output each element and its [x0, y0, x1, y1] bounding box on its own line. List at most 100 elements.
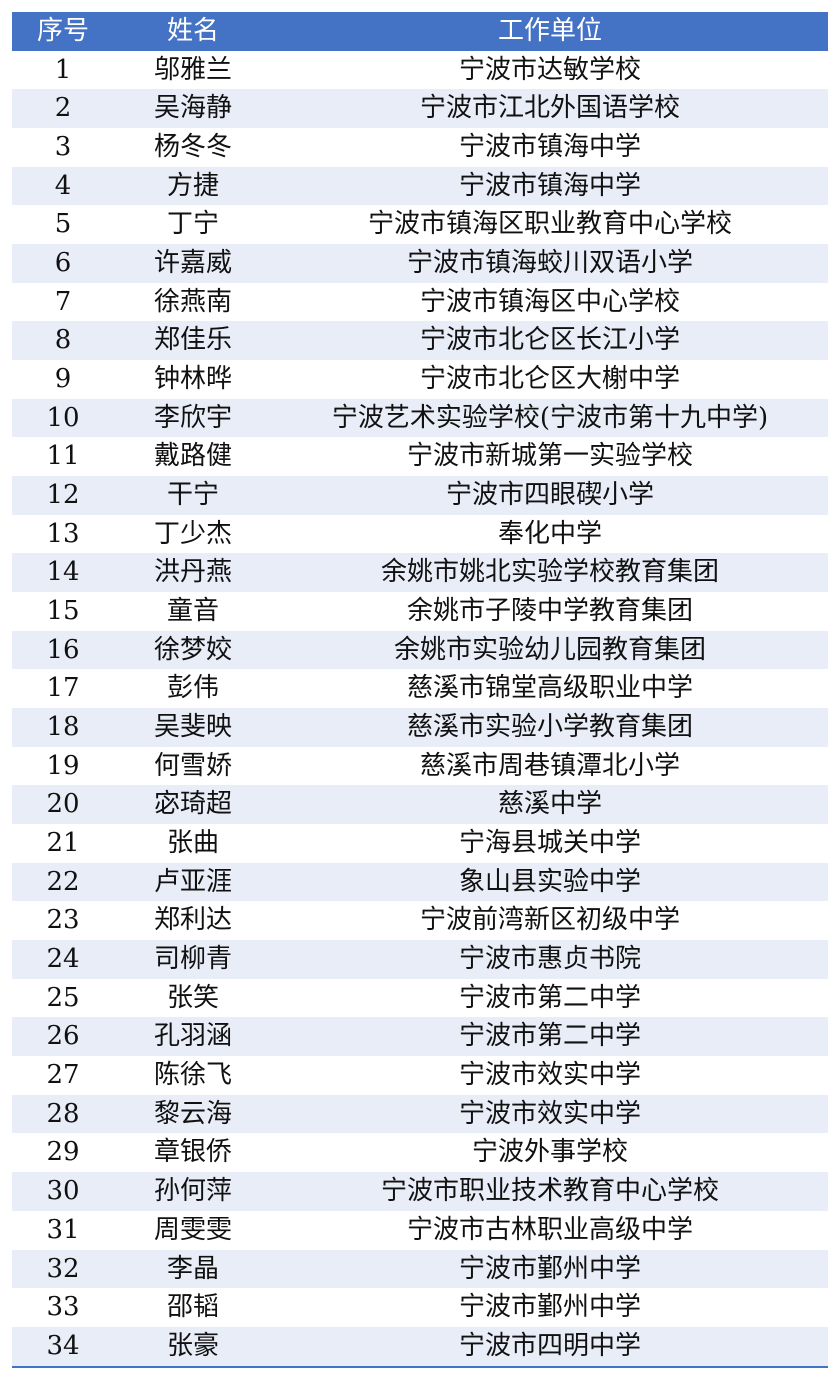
cell-unit: 宁波市四眼碶小学: [445, 480, 654, 511]
cell-no: 11: [46, 441, 80, 472]
cell-no: 32: [46, 1253, 80, 1284]
table-row: 31 周雯雯 宁波市古林职业高级中学: [12, 1211, 828, 1250]
table-row: 14 洪丹燕 余姚市姚北实验学校教育集团: [12, 553, 828, 593]
cell-unit: 宁波市北仑区长江小学: [419, 325, 680, 356]
cell-no: 25: [46, 982, 80, 1013]
cell-name: 彭伟: [166, 673, 219, 704]
cell-unit: 慈溪中学: [497, 789, 602, 820]
cell-no: 8: [54, 325, 72, 356]
cell-no: 15: [46, 596, 80, 627]
table-row: 26 孔羽涵 宁波市第二中学: [12, 1017, 828, 1057]
cell-no: 24: [46, 944, 80, 975]
cell-name: 干宁: [166, 480, 219, 511]
cell-name: 张笑: [166, 982, 219, 1013]
cell-unit: 宁波市镇海中学: [458, 170, 641, 201]
cell-no: 18: [46, 712, 80, 743]
cell-name: 孙何萍: [153, 1176, 232, 1207]
cell-no: 2: [54, 93, 72, 124]
cell-name: 吴斐映: [153, 712, 232, 743]
table-row: 15 童音 余姚市子陵中学教育集团: [12, 592, 828, 631]
table-row: 16 徐梦姣 余姚市实验幼儿园教育集团: [12, 630, 828, 670]
cell-name: 周雯雯: [153, 1214, 232, 1245]
cell-name: 郑佳乐: [153, 325, 232, 356]
cell-unit: 宁波市四明中学: [458, 1330, 641, 1361]
cell-name: 李欣宇: [153, 402, 232, 433]
cell-name: 戴路健: [153, 441, 232, 472]
cell-no: 12: [46, 480, 80, 511]
cell-no: 16: [46, 634, 80, 665]
cell-unit: 宁波市新城第一实验学校: [406, 441, 693, 472]
table-row: 29 章银侨 宁波外事学校: [12, 1133, 828, 1172]
table-row: 9 钟林晔 宁波市北仑区大榭中学: [12, 360, 828, 399]
cell-no: 10: [46, 402, 80, 433]
header-no: 序号: [36, 16, 89, 46]
cell-unit: 宁波市镇海中学: [458, 132, 641, 163]
cell-name: 宓琦超: [153, 789, 232, 820]
cell-name: 郑利达: [153, 905, 232, 936]
header-name: 姓名: [166, 16, 219, 46]
table-row: 21 张曲 宁海县城关中学: [12, 824, 828, 863]
cell-no: 4: [54, 170, 72, 201]
cell-name: 章银侨: [153, 1137, 232, 1168]
cell-unit: 宁波市镇海区职业教育中心学校: [367, 209, 732, 240]
cell-no: 5: [54, 209, 72, 240]
table-row: 22 卢亚涯 象山县实验中学: [12, 862, 828, 902]
cell-no: 7: [54, 286, 72, 317]
table-row: 13 丁少杰 奉化中学: [12, 515, 828, 554]
table-row: 8 郑佳乐 宁波市北仑区长江小学: [12, 321, 828, 361]
cell-unit: 宁波市效实中学: [458, 1060, 641, 1091]
table-row: 25 张笑 宁波市第二中学: [12, 979, 828, 1018]
cell-unit: 宁波市古林职业高级中学: [406, 1214, 693, 1245]
cell-no: 13: [46, 518, 80, 549]
cell-unit: 宁波市鄞州中学: [458, 1292, 641, 1323]
cell-name: 杨冬冬: [153, 132, 232, 163]
cell-name: 丁宁: [166, 209, 219, 240]
cell-name: 张曲: [166, 828, 219, 859]
table-row: 4 方捷 宁波市镇海中学: [12, 166, 828, 206]
table-row: 30 孙何萍 宁波市职业技术教育中心学校: [12, 1172, 828, 1211]
cell-no: 28: [46, 1098, 80, 1129]
cell-unit: 奉化中学: [497, 518, 602, 549]
cell-name: 邬雅兰: [153, 54, 232, 85]
cell-no: 3: [54, 132, 72, 163]
cell-name: 洪丹燕: [153, 557, 232, 588]
cell-unit: 宁波外事学校: [471, 1137, 628, 1168]
cell-unit: 宁波市第二中学: [458, 1021, 641, 1052]
cell-unit: 慈溪市实验小学教育集团: [406, 712, 693, 743]
cell-unit: 宁波市惠贞书院: [458, 944, 641, 975]
cell-name: 钟林晔: [153, 364, 232, 395]
cell-no: 6: [54, 248, 72, 279]
cell-unit: 宁波市达敏学校: [458, 54, 641, 85]
cell-no: 19: [46, 750, 80, 781]
cell-unit: 宁波市职业技术教育中心学校: [380, 1176, 719, 1207]
cell-name: 吴海静: [153, 93, 232, 124]
table-row: 32 李晶 宁波市鄞州中学: [12, 1249, 828, 1289]
table-row: 33 邵韬 宁波市鄞州中学: [12, 1288, 828, 1327]
cell-no: 26: [46, 1021, 80, 1052]
cell-no: 23: [46, 905, 80, 936]
cell-name: 何雪娇: [153, 750, 232, 781]
cell-no: 34: [46, 1330, 80, 1361]
cell-unit: 宁波前湾新区初级中学: [419, 905, 680, 936]
cell-no: 22: [46, 866, 80, 897]
cell-no: 20: [46, 789, 80, 820]
cell-unit: 慈溪市锦堂高级职业中学: [406, 673, 693, 704]
cell-no: 33: [46, 1292, 80, 1323]
cell-unit: 余姚市子陵中学教育集团: [406, 596, 693, 627]
table-row: 24 司柳青 宁波市惠贞书院: [12, 940, 828, 979]
cell-unit: 宁波艺术实验学校(宁波市第十九中学): [331, 402, 769, 433]
cell-name: 黎云海: [153, 1098, 232, 1129]
cell-name: 李晶: [166, 1253, 219, 1284]
cell-unit: 宁波市江北外国语学校: [419, 93, 680, 124]
cell-name: 许嘉威: [153, 248, 232, 279]
cell-no: 17: [46, 673, 80, 704]
cell-name: 徐燕南: [153, 286, 232, 317]
table-row: 7 徐燕南 宁波市镇海区中心学校: [12, 283, 828, 322]
cell-name: 司柳青: [153, 944, 232, 975]
cell-unit: 象山县实验中学: [458, 866, 641, 897]
cell-name: 卢亚涯: [153, 866, 232, 897]
table-row: 1 邬雅兰 宁波市达敏学校: [12, 51, 828, 90]
cell-unit: 宁波市第二中学: [458, 982, 641, 1013]
cell-unit: 余姚市姚北实验学校教育集团: [380, 557, 719, 588]
table-row: 2 吴海静 宁波市江北外国语学校: [12, 89, 828, 129]
